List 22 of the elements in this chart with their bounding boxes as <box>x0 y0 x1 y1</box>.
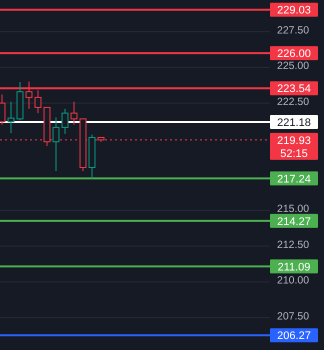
y-tick-label: 227.50 <box>277 24 310 36</box>
ref-line-label: 221.18 <box>277 116 311 129</box>
candlestick <box>0 94 6 126</box>
candlestick <box>62 108 68 134</box>
ref-line-label: 211.09 <box>278 261 310 274</box>
ref-line-label: 226.00 <box>277 48 311 60</box>
y-tick-label: 225.00 <box>277 60 310 72</box>
y-tick-label: 212.50 <box>277 238 310 251</box>
ref-line-label: 217.24 <box>277 173 311 186</box>
ref-line-label: 206.27 <box>277 330 311 342</box>
y-tick-label: 210.00 <box>277 274 310 287</box>
ref-line-label: 219.93 <box>277 134 311 147</box>
candlestick <box>8 101 14 134</box>
candlestick <box>70 101 78 126</box>
y-tick-label: 207.50 <box>277 310 310 322</box>
y-tick-label: 222.50 <box>277 96 310 108</box>
text: 52:15 <box>280 148 308 160</box>
ref-line-label: 223.54 <box>277 83 311 96</box>
candlestick <box>52 116 60 172</box>
ref-line-label: 214.27 <box>277 216 311 228</box>
y-tick-label: 215.00 <box>277 203 310 216</box>
ref-line-label: 229.03 <box>277 4 311 17</box>
